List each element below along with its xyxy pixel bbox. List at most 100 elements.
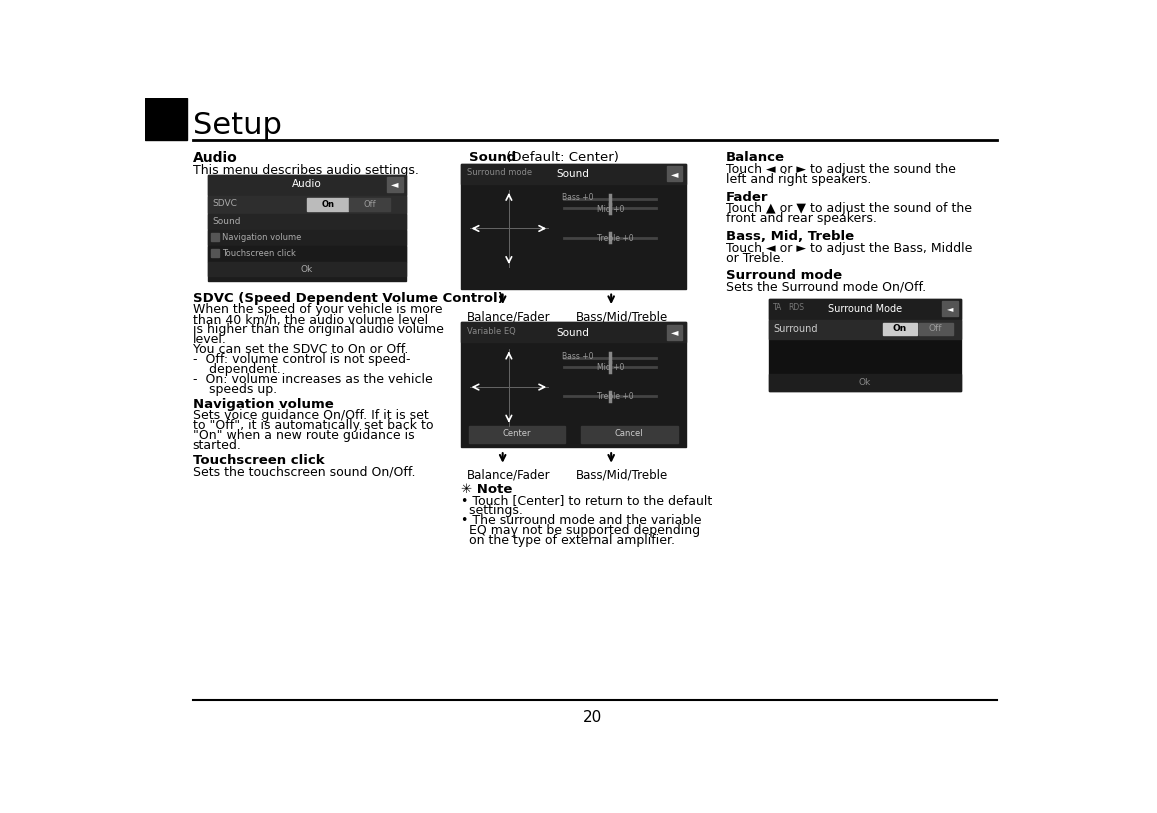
Text: ◄: ◄ [671, 169, 678, 179]
Text: ◄: ◄ [946, 304, 953, 313]
Text: Surround: Surround [773, 324, 818, 334]
Text: speeds up.: speeds up. [193, 383, 277, 396]
Text: Center: Center [502, 429, 531, 438]
Text: front and rear speakers.: front and rear speakers. [725, 212, 877, 225]
Bar [308, 198, 347, 211]
Bar [460, 323, 686, 342]
Text: Sound: Sound [557, 169, 590, 179]
Bar [208, 263, 406, 276]
Bar [768, 298, 960, 391]
Text: "On" when a new route guidance is: "On" when a new route guidance is [193, 429, 414, 442]
Bar [469, 425, 566, 442]
Text: ◄: ◄ [391, 180, 399, 189]
Text: Ok: Ok [858, 378, 871, 387]
Text: TA: TA [773, 303, 782, 312]
Text: Sets the touchscreen sound On/Off.: Sets the touchscreen sound On/Off. [193, 466, 415, 479]
Text: • Touch [Center] to return to the default: • Touch [Center] to return to the defaul… [460, 494, 712, 507]
Bar [883, 324, 918, 336]
Text: Bass +0: Bass +0 [561, 193, 594, 202]
Text: Sound: Sound [212, 217, 241, 226]
Text: Audio: Audio [193, 151, 237, 166]
Text: level.: level. [193, 333, 227, 346]
Text: Cancel: Cancel [614, 429, 643, 438]
Text: Sound: Sound [557, 328, 590, 337]
Text: Off: Off [363, 200, 376, 209]
Text: RDS: RDS [789, 303, 804, 312]
Text: is higher than the original audio volume: is higher than the original audio volume [193, 324, 443, 336]
Bar [212, 250, 219, 257]
Text: Balance/Fader: Balance/Fader [467, 469, 551, 481]
Text: Treble +0: Treble +0 [597, 393, 634, 402]
Text: started.: started. [193, 440, 242, 453]
Text: than 40 km/h, the audio volume level: than 40 km/h, the audio volume level [193, 313, 428, 326]
Text: Balance: Balance [725, 151, 784, 164]
Text: SDVC: SDVC [212, 199, 237, 208]
Text: Fader: Fader [725, 191, 768, 204]
Text: Variable EQ: Variable EQ [467, 327, 516, 336]
Text: When the speed of your vehicle is more: When the speed of your vehicle is more [193, 303, 442, 316]
Bar [768, 320, 960, 338]
Text: Setup: Setup [193, 111, 281, 141]
Text: Ok: Ok [301, 265, 314, 274]
Text: Bass +0: Bass +0 [561, 352, 594, 361]
Text: Mid +0: Mid +0 [597, 205, 625, 214]
Text: dependent.: dependent. [193, 363, 280, 376]
Bar [460, 163, 686, 289]
Text: Surround mode: Surround mode [467, 168, 532, 177]
Bar [768, 298, 960, 319]
Bar [208, 214, 406, 229]
Text: Surround Mode: Surround Mode [827, 304, 901, 314]
Text: Navigation volume: Navigation volume [222, 233, 302, 242]
Text: (Default: Center): (Default: Center) [502, 151, 619, 164]
Text: settings.: settings. [460, 504, 523, 517]
Text: or Treble.: or Treble. [725, 251, 784, 264]
Bar [208, 196, 406, 213]
Bar [388, 177, 403, 192]
Text: On: On [322, 200, 334, 209]
Text: Bass/Mid/Treble: Bass/Mid/Treble [575, 310, 668, 323]
Bar [558, 346, 662, 428]
Text: Touch ▲ or ▼ to adjust the sound of the: Touch ▲ or ▼ to adjust the sound of the [725, 202, 972, 215]
Text: Sound: Sound [469, 151, 516, 164]
Bar [942, 301, 958, 316]
Text: Touch ◄ or ► to adjust the Bass, Middle: Touch ◄ or ► to adjust the Bass, Middle [725, 241, 972, 254]
Bar [666, 324, 683, 340]
Text: On: On [892, 324, 907, 333]
Text: Audio: Audio [292, 179, 322, 189]
Text: Bass, Mid, Treble: Bass, Mid, Treble [725, 230, 854, 243]
Text: Sets the Surround mode On/Off.: Sets the Surround mode On/Off. [725, 280, 926, 293]
Bar [212, 233, 219, 241]
Bar [208, 230, 406, 246]
Bar [467, 187, 551, 270]
Text: Bass/Mid/Treble: Bass/Mid/Treble [575, 469, 668, 481]
Bar [145, 98, 187, 140]
Text: 20: 20 [583, 711, 602, 725]
Bar [208, 246, 406, 262]
Bar [460, 163, 686, 184]
Bar [558, 187, 662, 270]
Text: SDVC (Speed Dependent Volume Control): SDVC (Speed Dependent Volume Control) [193, 292, 503, 305]
Text: Off: Off [928, 324, 942, 333]
Text: Navigation volume: Navigation volume [193, 398, 333, 411]
Text: -  On: volume increases as the vehicle: - On: volume increases as the vehicle [193, 373, 433, 386]
Bar [349, 198, 390, 211]
Text: EQ may not be supported depending: EQ may not be supported depending [460, 524, 700, 537]
Text: Balance/Fader: Balance/Fader [467, 310, 551, 323]
Text: This menu describes audio settings.: This menu describes audio settings. [193, 163, 419, 176]
Text: Touch ◄ or ► to adjust the sound the: Touch ◄ or ► to adjust the sound the [725, 163, 956, 176]
Text: Mid +0: Mid +0 [597, 363, 625, 372]
Bar [460, 323, 686, 447]
Text: • The surround mode and the variable: • The surround mode and the variable [460, 514, 701, 527]
Text: -  Off: volume control is not speed-: - Off: volume control is not speed- [193, 353, 411, 366]
Text: Touchscreen click: Touchscreen click [193, 454, 324, 467]
Text: You can set the SDVC to On or Off.: You can set the SDVC to On or Off. [193, 343, 408, 356]
Bar [467, 346, 551, 428]
Text: to "Off", it is automatically set back to: to "Off", it is automatically set back t… [193, 420, 433, 433]
Text: left and right speakers.: left and right speakers. [725, 173, 871, 186]
Text: Touchscreen click: Touchscreen click [222, 250, 296, 259]
Text: ◄: ◄ [671, 328, 678, 337]
Text: ✳ Note: ✳ Note [460, 483, 513, 496]
Text: Treble +0: Treble +0 [597, 234, 634, 243]
Bar [768, 374, 960, 391]
Text: on the type of external amplifier.: on the type of external amplifier. [460, 534, 675, 547]
